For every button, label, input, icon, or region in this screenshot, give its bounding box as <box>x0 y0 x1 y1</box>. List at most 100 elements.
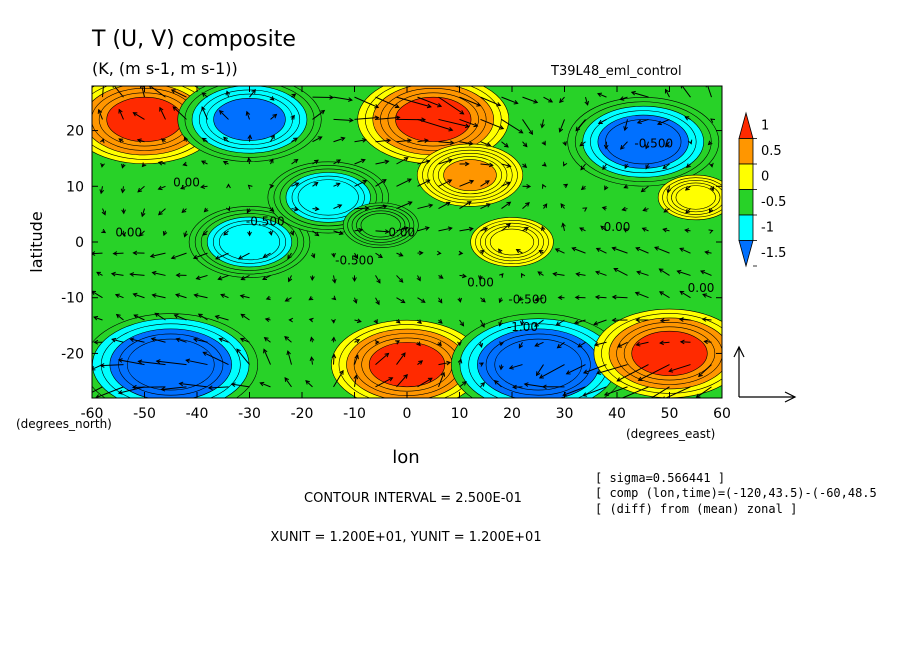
wind-arrow-head <box>505 181 511 186</box>
field-band <box>213 98 286 141</box>
wind-arrow-head <box>121 209 126 215</box>
y-tick-label: 20 <box>66 124 84 140</box>
wind-arrow-head <box>447 158 453 163</box>
wind-arrow <box>354 159 366 165</box>
wind-arrow-head <box>376 278 381 284</box>
wind-arrow-head <box>595 247 601 252</box>
y-tick-label: -20 <box>61 346 84 362</box>
wind-arrow <box>198 313 208 321</box>
wind-arrow-head <box>447 179 453 184</box>
wind-arrow-head <box>499 341 504 347</box>
wind-arrow <box>238 252 250 260</box>
wind-arrow <box>152 294 166 299</box>
wind-arrow-head <box>160 138 166 143</box>
wind-arrow-head <box>499 273 504 278</box>
wind-arrow <box>284 336 292 343</box>
wind-arrow <box>333 354 335 365</box>
wind-arrow <box>579 141 586 147</box>
wind-arrow-head <box>403 226 409 231</box>
wind-arrow-head <box>317 136 323 141</box>
wind-arrow-head <box>92 366 96 371</box>
wind-arrow-head <box>131 384 137 390</box>
wind-arrow-head <box>523 382 529 387</box>
wind-arrow-head <box>262 253 268 258</box>
contour-interval-text: CONTOUR INTERVAL = 2.500E-01 <box>304 491 522 506</box>
wind-arrow <box>576 273 586 276</box>
wind-arrow-head <box>110 271 116 277</box>
wind-arrow <box>231 383 250 388</box>
wind-arrow-head <box>506 163 512 168</box>
wind-arrow <box>438 118 469 128</box>
wind-arrow <box>631 91 649 98</box>
wind-arrow-head <box>201 160 206 165</box>
contour-label: 0.00 <box>388 225 415 239</box>
wind-arrow-head <box>92 251 96 256</box>
wind-arrow-head <box>331 295 337 301</box>
wind-arrow <box>665 89 670 98</box>
wind-arrow-head <box>684 186 690 191</box>
wind-arrow <box>438 96 464 115</box>
wind-arrow-head <box>582 207 588 212</box>
wind-arrow-head <box>448 126 454 132</box>
field-band <box>297 179 359 216</box>
wind-arrow-head <box>331 278 337 284</box>
wind-arrow-head <box>175 293 181 298</box>
wind-arrow <box>203 351 229 366</box>
wind-arrow <box>522 227 529 232</box>
wind-arrow <box>284 377 292 388</box>
wind-arrow-head <box>446 360 452 366</box>
wind-arrow <box>260 382 271 388</box>
wind-arrow-head <box>314 206 320 212</box>
wind-arrow <box>176 338 187 343</box>
wind-arrow <box>583 364 607 374</box>
wind-arrow <box>459 274 466 277</box>
wind-arrow-head <box>157 210 163 216</box>
wind-arrow <box>137 185 145 193</box>
wind-arrow-head <box>424 138 429 144</box>
wind-arrow <box>288 275 292 282</box>
wind-arrow-head <box>308 317 314 323</box>
wind-arrow <box>172 106 187 120</box>
wind-arrow-head <box>331 318 336 324</box>
field-band <box>631 330 708 376</box>
wind-arrow-head <box>395 340 401 345</box>
wind-arrow <box>375 252 383 258</box>
wind-arrow-head <box>251 88 256 94</box>
wind-arrow <box>263 349 271 365</box>
wind-arrow <box>459 141 473 145</box>
wind-arrow-head <box>220 293 226 298</box>
wind-arrow-head <box>401 352 406 358</box>
wind-arrow <box>597 364 628 374</box>
wind-arrow-head <box>623 126 628 132</box>
wind-arrow-head <box>427 377 433 382</box>
field-band <box>675 185 716 210</box>
wind-arrow-head <box>702 293 708 298</box>
wind-arrow-head <box>347 97 353 102</box>
wind-arrow <box>396 227 409 232</box>
wind-arrow <box>375 116 400 120</box>
wind-arrow-head <box>149 253 155 259</box>
wind-arrow-head <box>636 119 642 125</box>
x-tick-label: 30 <box>556 406 574 422</box>
wind-arrow-head <box>611 317 617 323</box>
wind-arrow <box>501 201 511 209</box>
wind-arrow-head <box>121 232 127 237</box>
wind-arrow <box>501 163 511 167</box>
wind-arrow <box>577 341 586 348</box>
wind-arrow <box>354 139 367 143</box>
wind-arrow-head <box>100 162 105 168</box>
wind-arrow <box>246 111 250 120</box>
wind-arrow <box>702 293 712 299</box>
wind-arrow-head <box>685 208 690 214</box>
wind-arrow-head <box>554 248 560 253</box>
wind-arrow <box>174 314 187 321</box>
wind-arrow-head <box>151 293 157 298</box>
wind-arrow-head <box>505 223 511 228</box>
wind-arrow-head <box>133 314 139 319</box>
wind-arrow-head <box>525 202 530 207</box>
wind-arrow <box>707 86 712 98</box>
wind-arrow-head <box>418 250 424 256</box>
wind-arrow <box>417 297 426 303</box>
wind-arrow-head <box>708 208 714 214</box>
wind-arrow <box>354 117 379 120</box>
